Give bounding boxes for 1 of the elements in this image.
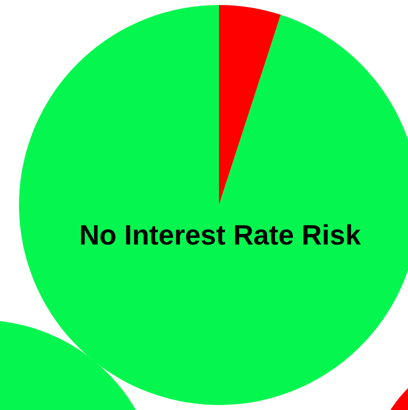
text: No Interest Rate Risk — [79, 220, 362, 251]
